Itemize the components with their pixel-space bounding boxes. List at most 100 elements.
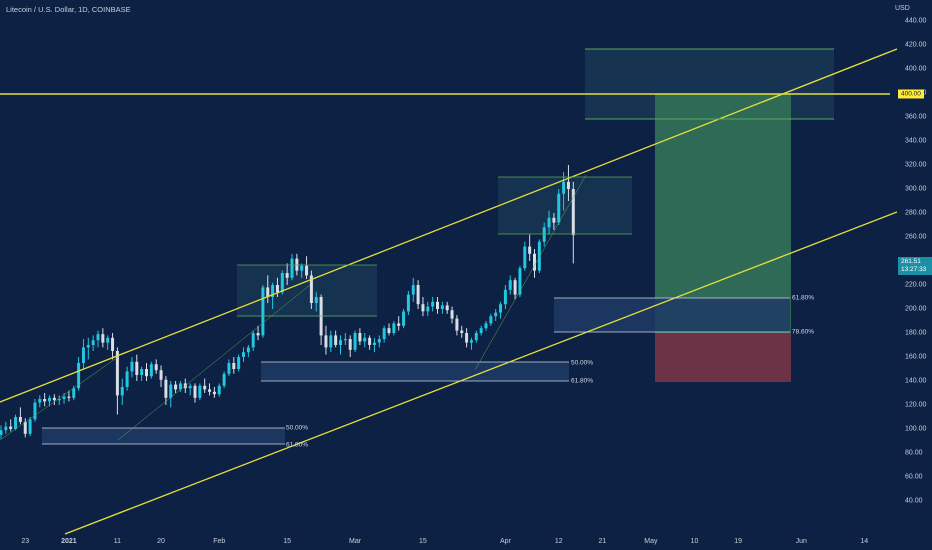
candle-body xyxy=(62,396,66,399)
candles-layer xyxy=(0,165,575,439)
x-tick-label: 14 xyxy=(860,538,869,545)
candle-body xyxy=(130,361,134,372)
y-tick-label: 340.00 xyxy=(905,137,927,145)
candle-body xyxy=(256,333,260,336)
candle-body xyxy=(222,373,226,386)
y-tick-label: 300.00 xyxy=(905,185,927,193)
candle-body xyxy=(324,335,328,348)
channel-lower-line xyxy=(64,211,898,535)
candle-body xyxy=(460,330,464,333)
candle-body xyxy=(96,334,100,341)
fib-label-618-mid: 61.80% xyxy=(571,377,594,385)
candle-body xyxy=(135,361,139,375)
candle-body xyxy=(406,294,410,312)
candle-body xyxy=(111,337,115,351)
candle-body xyxy=(232,363,236,369)
candle-body xyxy=(387,328,391,333)
y-tick-label: 140.00 xyxy=(905,377,927,385)
candle-body xyxy=(431,301,435,307)
candle-body xyxy=(120,387,124,396)
candle-body xyxy=(566,181,570,189)
candle-body xyxy=(494,312,498,317)
y-tick-label: 280.00 xyxy=(905,209,927,217)
fib-box-mid-1 xyxy=(261,362,569,381)
candle-body xyxy=(508,280,512,290)
candle-body xyxy=(145,369,148,377)
x-tick-label: 2021 xyxy=(61,538,77,545)
candle-body xyxy=(440,305,444,309)
candle-body xyxy=(101,334,105,343)
candle-body xyxy=(309,275,313,303)
level-price-tag: 400.00 xyxy=(898,89,924,99)
candle-body xyxy=(275,285,279,293)
y-tick-label: 360.00 xyxy=(905,113,927,121)
candle-body xyxy=(537,241,541,271)
candle-body xyxy=(300,265,304,271)
last-price-tag: 261.51 13:27:33 xyxy=(898,257,932,275)
symbol-title[interactable]: Litecoin / U.S. Dollar, 1D, COINBASE xyxy=(6,5,131,14)
candle-body xyxy=(513,280,517,295)
candle-body xyxy=(14,417,18,429)
candle-body xyxy=(547,217,551,228)
candle-body xyxy=(436,301,439,309)
candle-body xyxy=(523,246,527,269)
trend-connector-1 xyxy=(0,356,119,441)
candle-body xyxy=(4,426,8,431)
candle-body xyxy=(343,339,347,341)
fib-label-786-right: 78.60% xyxy=(792,328,815,336)
candle-body xyxy=(533,253,536,271)
candle-body xyxy=(334,335,338,345)
candle-body xyxy=(290,258,294,278)
candle-body xyxy=(178,383,182,390)
y-tick-label: 400.00 xyxy=(905,65,927,73)
candle-body xyxy=(246,347,250,353)
y-tick-label: 60.00 xyxy=(905,473,923,481)
candle-body xyxy=(38,399,42,403)
candle-body xyxy=(285,273,289,278)
candle-body xyxy=(261,287,265,336)
candle-body xyxy=(52,397,56,401)
y-tick-label: 200.00 xyxy=(905,305,927,313)
candle-body xyxy=(67,396,71,398)
candle-body xyxy=(450,310,454,319)
candle-body xyxy=(77,363,81,389)
candle-body xyxy=(164,379,168,398)
candle-body xyxy=(169,384,173,398)
x-tick-label: 10 xyxy=(690,538,699,545)
x-tick-label: 15 xyxy=(419,538,427,545)
candle-body xyxy=(227,363,231,374)
x-tick-label: 12 xyxy=(554,538,563,545)
candle-body xyxy=(402,311,406,326)
countdown-timer: 13:27:33 xyxy=(901,266,927,273)
candle-body xyxy=(140,369,144,375)
candle-body xyxy=(251,333,255,348)
candle-body xyxy=(372,342,376,345)
candle-body xyxy=(474,333,478,341)
y-tick-label: 40.00 xyxy=(905,497,923,505)
candle-body xyxy=(314,297,318,303)
candle-body xyxy=(571,189,575,236)
y-tick-label: 320.00 xyxy=(905,161,927,169)
candle-body xyxy=(557,193,561,223)
lines-layer xyxy=(0,48,898,535)
candle-body xyxy=(266,287,270,297)
fib-box-right-1 xyxy=(554,298,790,332)
candle-body xyxy=(43,399,47,402)
fib-label-50-mid: 50.00% xyxy=(571,359,594,367)
candle-body xyxy=(193,385,197,398)
candle-body xyxy=(174,384,178,390)
candle-body xyxy=(382,328,386,339)
candle-body xyxy=(358,333,362,342)
candle-body xyxy=(23,421,27,434)
y-tick-label: 460.00 xyxy=(905,0,926,1)
candle-body xyxy=(48,397,51,402)
loss-zone xyxy=(655,333,791,382)
x-tick-label: 11 xyxy=(113,538,122,545)
candle-body xyxy=(81,347,85,363)
candle-body xyxy=(0,430,3,435)
candle-body xyxy=(115,351,119,396)
x-tick-label: 15 xyxy=(283,538,292,545)
last-price-value: 261.51 xyxy=(901,258,921,265)
